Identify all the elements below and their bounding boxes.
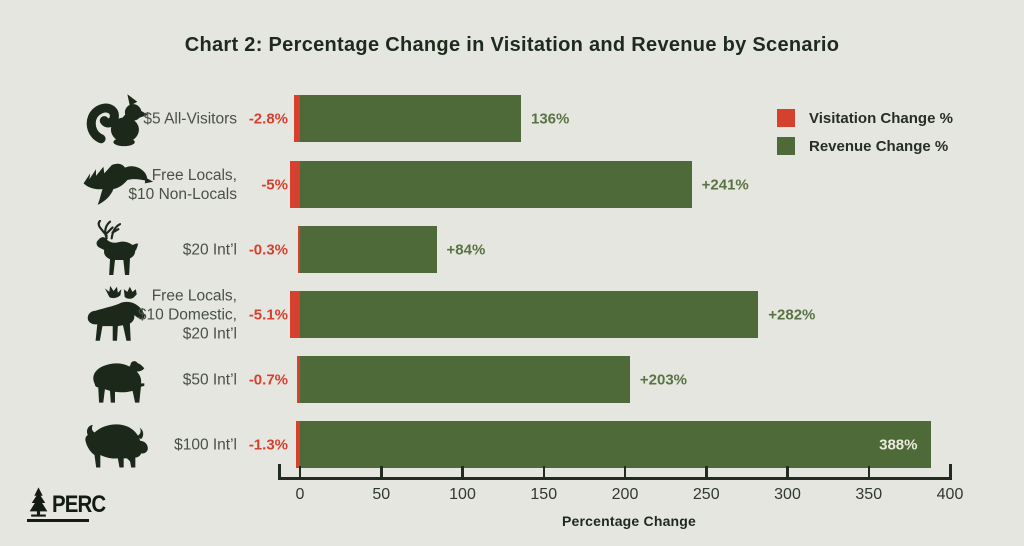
visitation-bar [290, 291, 300, 338]
visitation-value-label: -5.1% [248, 306, 288, 323]
x-axis-tick-label: 100 [449, 486, 476, 503]
revenue-bar [300, 226, 437, 273]
x-axis-tick [461, 466, 464, 477]
revenue-value-label: +203% [639, 371, 687, 388]
x-axis-tick [948, 466, 952, 477]
revenue-bar [300, 161, 692, 208]
category-label: $5 All-Visitors [143, 110, 237, 127]
deer-icon [96, 219, 138, 275]
moose-icon [87, 285, 145, 341]
category-label: Free Locals, $10 Non-Locals [128, 166, 237, 203]
x-axis-tick [867, 466, 870, 477]
x-axis-tick-label: 0 [295, 486, 305, 503]
revenue-swatch-icon [777, 137, 795, 155]
x-axis-tick-label: 250 [692, 486, 720, 503]
x-axis-left-cap [278, 464, 281, 477]
bar-row: $20 Int’l -0.3% +84% [0, 219, 1024, 275]
bar-row: $100 Int’l -1.3% 388% [0, 421, 1024, 468]
icon-box [55, 413, 179, 476]
x-axis-tick [380, 466, 383, 477]
x-axis-tick-label: 350 [855, 486, 883, 503]
revenue-value-label: +282% [768, 306, 816, 323]
legend-item-visitation: Visitation Change % [777, 109, 953, 127]
chart-title: Chart 2: Percentage Change in Visitation… [184, 34, 840, 56]
visitation-swatch-icon [777, 109, 795, 127]
revenue-bar [300, 291, 759, 338]
category-label: $50 Int’l [182, 371, 237, 388]
category-label: $100 Int’l [174, 436, 237, 453]
icon-box [55, 218, 179, 281]
legend-label-visitation: Visitation Change % [809, 109, 953, 127]
eagle-icon [83, 163, 153, 205]
visitation-value-label: -2.8% [248, 110, 288, 127]
x-axis-tick-label: 300 [774, 486, 801, 503]
legend-label-revenue: Revenue Change % [809, 137, 949, 155]
bar-row: $5 All-Visitors -2.8% 136% [0, 93, 1024, 146]
logo-text: PERC [52, 491, 106, 518]
visitation-bar [297, 356, 300, 403]
logo-underline [27, 519, 89, 522]
bar-row: $50 Int’l -0.7% +203% [0, 356, 1024, 403]
x-axis-tick [298, 466, 302, 477]
x-axis-tick-label: 400 [936, 486, 964, 503]
bison-icon [85, 423, 148, 467]
visitation-value-label: -5% [261, 176, 288, 193]
visitation-value-label: -0.7% [248, 371, 288, 388]
visitation-value-label: -1.3% [248, 436, 288, 453]
x-axis-tick [705, 466, 708, 477]
pine-tree-icon [29, 487, 48, 517]
bear-icon [92, 360, 144, 403]
revenue-value-label: 136% [531, 110, 570, 127]
legend: Visitation Change % Revenue Change % [777, 109, 953, 165]
x-axis-tick-label: 200 [611, 486, 639, 503]
category-label: $20 Int’l [182, 241, 237, 258]
visitation-bar [298, 226, 300, 273]
revenue-value-label: +84% [446, 241, 486, 258]
bar-row: Free Locals, $10 Domestic, $20 Int’l -5.1% +… [0, 285, 1024, 342]
revenue-value-label: 388% [879, 436, 918, 453]
x-axis-tick [786, 466, 789, 477]
bar-row: Free Locals, $10 Non-Locals -5% +241% [0, 161, 1024, 208]
revenue-bar [300, 421, 931, 468]
icon-box [55, 348, 179, 411]
category-label: Free Locals, $10 Domestic, $20 Int’l [137, 287, 237, 342]
logo-row: PERC [27, 487, 115, 517]
x-axis-tick-label: 150 [530, 486, 558, 503]
visitation-value-label: -0.3% [248, 241, 288, 258]
x-axis-line [278, 477, 952, 480]
x-axis-tick [623, 466, 627, 477]
visitation-bar [293, 95, 300, 142]
icon-box [55, 87, 179, 150]
legend-item-revenue: Revenue Change % [777, 137, 953, 155]
visitation-bar [290, 161, 300, 208]
perc-logo: PERC [27, 487, 115, 522]
icon-box [55, 283, 179, 346]
icon-box [55, 153, 179, 216]
revenue-bar [300, 356, 630, 403]
visitation-bar [296, 421, 300, 468]
revenue-bar [300, 95, 521, 142]
x-axis-tick [542, 466, 545, 477]
x-axis-tick-label: 50 [372, 486, 391, 503]
x-axis-label: Percentage Change [561, 513, 697, 529]
squirrel-icon [86, 93, 148, 146]
revenue-value-label: +241% [701, 176, 749, 193]
